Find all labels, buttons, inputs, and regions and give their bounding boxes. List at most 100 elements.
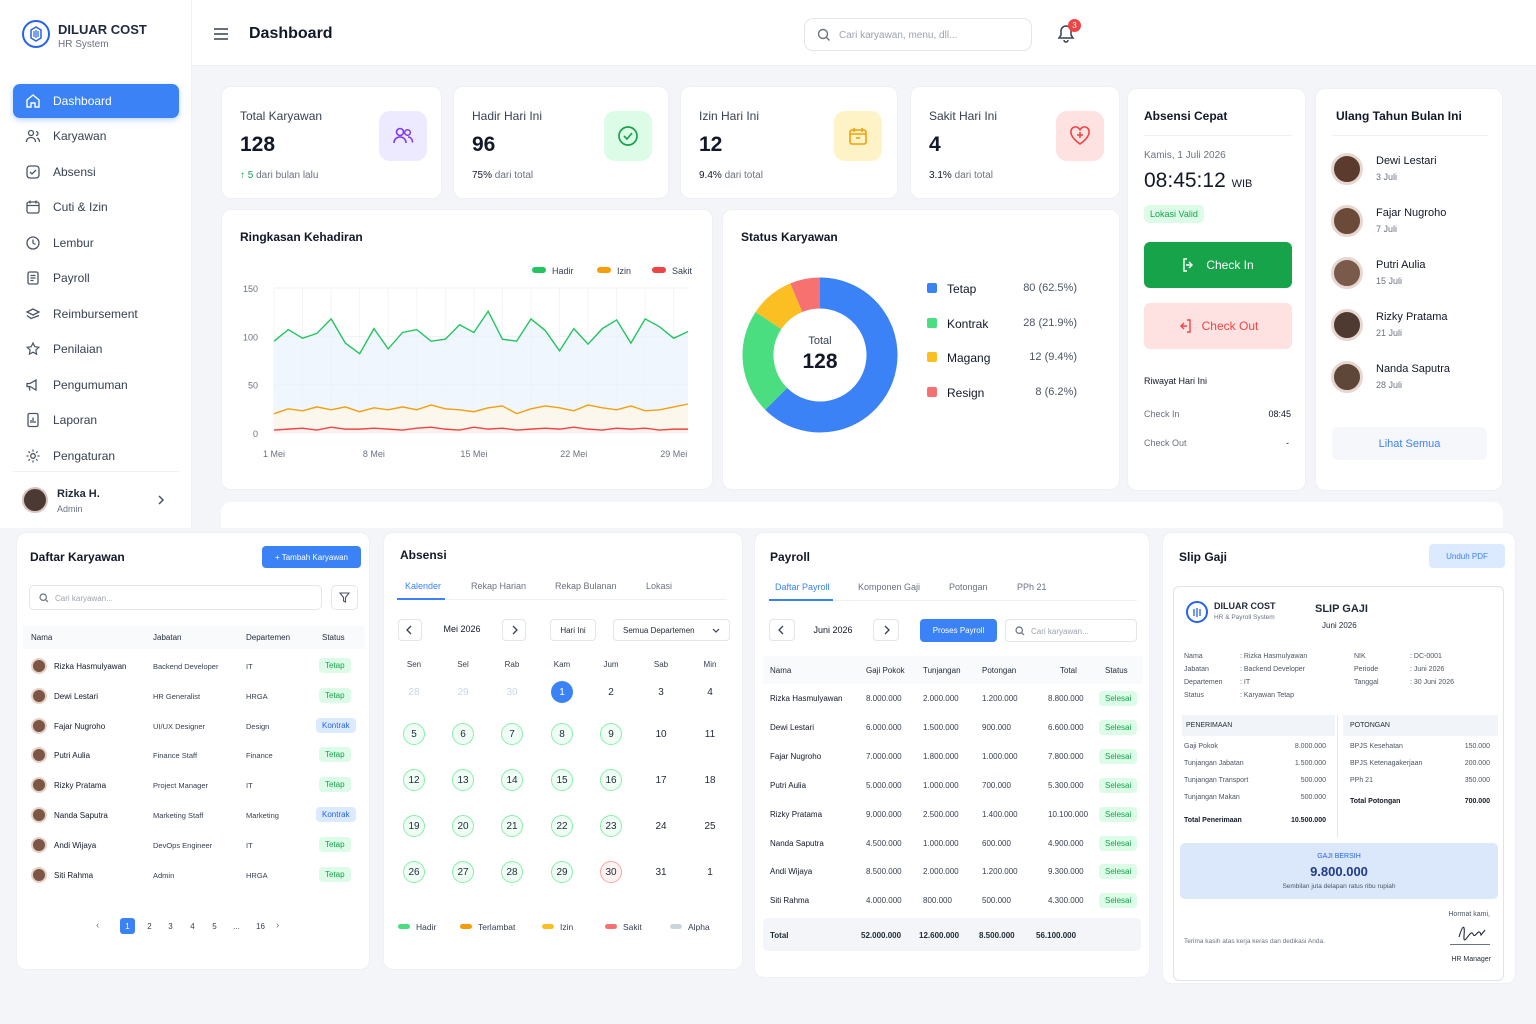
tab-rekap-harian[interactable]: Rekap Harian	[471, 581, 527, 591]
calendar-day[interactable]: 28	[408, 686, 420, 698]
table-row[interactable]: Dewi Lestari 6.000.000 1.500.000 900.000 6.6…	[763, 713, 1143, 742]
calendar-day[interactable]: 3	[658, 686, 664, 698]
table-row[interactable]: Andi Wijaya 8.500.000 2.000.000 1.200.000 9.…	[763, 857, 1143, 886]
table-row[interactable]: Rizka Hasmulyawan Backend Developer IT Teta…	[23, 651, 365, 681]
table-row[interactable]: Dewi Lestari HR Generalist HRGA Tetap	[23, 681, 365, 711]
tab-daftar-payroll[interactable]: Daftar Payroll	[775, 582, 830, 592]
calendar-day[interactable]: 4	[707, 686, 713, 698]
calendar-day[interactable]: 5	[403, 723, 425, 745]
check-in-button[interactable]: Check In	[1144, 242, 1292, 288]
calendar-day[interactable]: 31	[655, 866, 667, 878]
calendar-day[interactable]: 30	[600, 861, 622, 883]
calendar-day[interactable]: 29	[457, 686, 469, 698]
calendar-day[interactable]: 6	[452, 723, 474, 745]
table-row[interactable]: Putri Aulia Finance Staff Finance Tetap	[23, 740, 365, 770]
calendar-day[interactable]: 12	[403, 769, 425, 791]
calendar-day[interactable]: 18	[704, 774, 716, 786]
calendar-day[interactable]: 1	[707, 866, 713, 878]
sidebar-item-dashboard[interactable]: Dashboard	[13, 84, 179, 118]
calendar-day[interactable]: 14	[501, 769, 523, 791]
calendar-day[interactable]: 19	[403, 815, 425, 837]
table-row[interactable]: Putri Aulia 5.000.000 1.000.000 700.000 5.30…	[763, 771, 1143, 800]
menu-icon[interactable]	[214, 28, 228, 40]
table-row[interactable]: Siti Rahma 4.000.000 800.000 500.000 4.300.0…	[763, 886, 1143, 915]
chevron-right-icon[interactable]	[156, 494, 166, 506]
avatar[interactable]	[22, 487, 48, 513]
calendar-day[interactable]: 25	[704, 820, 716, 832]
page-button[interactable]: 3	[168, 921, 173, 931]
department-select[interactable]: Semua Departemen	[613, 619, 730, 641]
calendar-day[interactable]: 15	[551, 769, 573, 791]
payroll-search-input[interactable]: Cari karyawan...	[1005, 619, 1137, 642]
today-button[interactable]: Hari Ini	[550, 619, 596, 641]
sidebar-item-payroll[interactable]: Payroll	[13, 261, 179, 295]
amount-cell: 7.000.000	[866, 751, 902, 761]
tab-potongan[interactable]: Potongan	[949, 582, 988, 592]
sidebar-item-cuti-izin[interactable]: Cuti & Izin	[13, 190, 179, 224]
table-row[interactable]: Fajar Nugroho UI/UX Designer Design Kontrak	[23, 711, 365, 741]
sidebar-item-pengaturan[interactable]: Pengaturan	[13, 439, 179, 473]
page-button[interactable]: 1	[120, 918, 135, 934]
page-button[interactable]: 4	[190, 921, 195, 931]
employee-search-input[interactable]: Cari karyawan...	[29, 585, 322, 610]
sidebar-item-penilaian[interactable]: Penilaian	[13, 332, 179, 366]
calendar-day[interactable]: 17	[655, 774, 667, 786]
page-button[interactable]: 2	[147, 921, 152, 931]
prev-month-button[interactable]	[769, 619, 795, 641]
prev-month-button[interactable]	[398, 619, 422, 641]
page-button[interactable]: ...	[233, 921, 240, 931]
chevron-right-icon[interactable]: ›	[276, 920, 280, 931]
table-row[interactable]: Rizky Pratama Project Manager IT Tetap	[23, 770, 365, 800]
calendar-day[interactable]: 22	[551, 815, 573, 837]
see-all-button[interactable]: Lihat Semua	[1332, 427, 1487, 460]
calendar-day[interactable]: 21	[501, 815, 523, 837]
tab-kalender[interactable]: Kalender	[405, 581, 442, 591]
page-button[interactable]: 16	[256, 921, 265, 931]
calendar-day[interactable]: 28	[501, 861, 523, 883]
calendar-day[interactable]: 24	[655, 820, 667, 832]
calendar-day[interactable]: 8	[551, 723, 573, 745]
next-month-button[interactable]	[502, 619, 526, 641]
calendar-day[interactable]: 13	[452, 769, 474, 791]
table-row[interactable]: Fajar Nugroho 7.000.000 1.800.000 1.000.000…	[763, 742, 1143, 771]
tab-komponen-gaji[interactable]: Komponen Gaji	[858, 582, 921, 592]
filter-icon[interactable]	[331, 585, 358, 610]
tab-pph-21[interactable]: PPh 21	[1017, 582, 1047, 592]
birthday-name: Rizky Pratama	[1376, 311, 1448, 323]
table-row[interactable]: Rizka Hasmulyawan 8.000.000 2.000.000 1.200…	[763, 684, 1143, 713]
page-button[interactable]: 5	[212, 921, 217, 931]
calendar-day[interactable]: 11	[704, 728, 716, 740]
calendar-day[interactable]: 9	[600, 723, 622, 745]
table-row[interactable]: Nanda Saputra Marketing Staff Marketing Kon…	[23, 800, 365, 830]
table-row[interactable]: Nanda Saputra 4.500.000 1.000.000 600.000 4.…	[763, 829, 1143, 858]
calendar-day[interactable]: 2	[608, 686, 614, 698]
table-row[interactable]: Siti Rahma Admin HRGA Tetap	[23, 860, 365, 890]
calendar-day[interactable]: 16	[600, 769, 622, 791]
next-month-button[interactable]	[873, 619, 899, 641]
download-pdf-button[interactable]: Unduh PDF	[1429, 544, 1505, 568]
sidebar-item-pengumuman[interactable]: Pengumuman	[13, 368, 179, 402]
process-payroll-button[interactable]: Proses Payroll	[920, 619, 997, 642]
sidebar-item-laporan[interactable]: Laporan	[13, 403, 179, 437]
calendar-day[interactable]: 30	[506, 686, 518, 698]
tab-lokasi[interactable]: Lokasi	[646, 581, 673, 591]
table-row[interactable]: Andi Wijaya DevOps Engineer IT Tetap	[23, 830, 365, 860]
calendar-day[interactable]: 1	[551, 681, 573, 703]
calendar-day[interactable]: 7	[501, 723, 523, 745]
add-employee-button[interactable]: + Tambah Karyawan	[262, 546, 361, 568]
search-input[interactable]: Cari karyawan, menu, dll...	[804, 18, 1032, 51]
sidebar-item-karyawan[interactable]: Karyawan	[13, 119, 179, 153]
calendar-day[interactable]: 29	[551, 861, 573, 883]
sidebar-item-lembur[interactable]: Lembur	[13, 226, 179, 260]
sidebar-item-reimbursement[interactable]: Reimbursement	[13, 297, 179, 331]
calendar-day[interactable]: 27	[452, 861, 474, 883]
tab-rekap-bulanan[interactable]: Rekap Bulanan	[555, 581, 617, 591]
calendar-day[interactable]: 26	[403, 861, 425, 883]
chevron-left-icon[interactable]: ‹	[96, 920, 100, 931]
table-row[interactable]: Rizky Pratama 9.000.000 2.500.000 1.400.000…	[763, 800, 1143, 829]
calendar-day[interactable]: 20	[452, 815, 474, 837]
calendar-day[interactable]: 10	[655, 728, 667, 740]
calendar-day[interactable]: 23	[600, 815, 622, 837]
sidebar-item-absensi[interactable]: Absensi	[13, 155, 179, 189]
check-out-button[interactable]: Check Out	[1144, 303, 1292, 349]
